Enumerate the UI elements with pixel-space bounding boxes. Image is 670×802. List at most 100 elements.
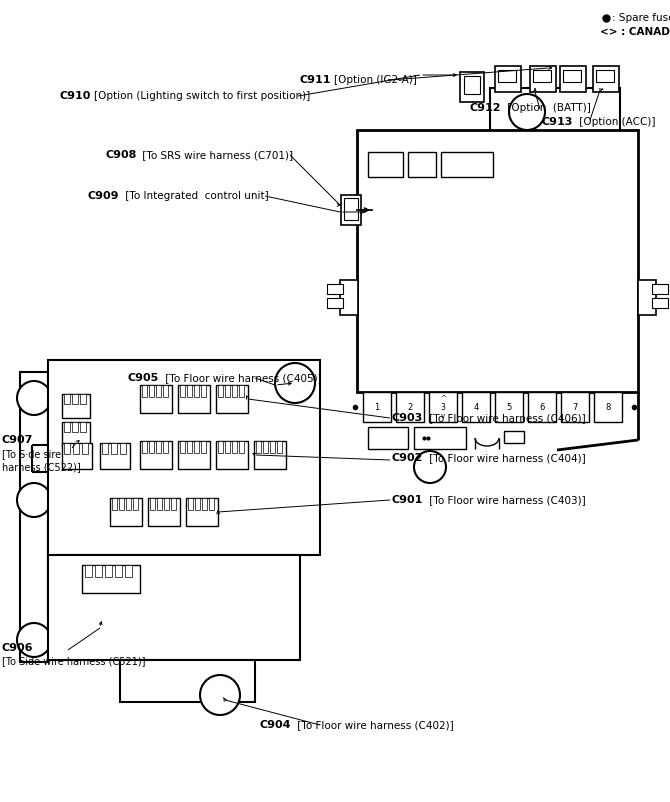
Bar	[239, 441, 244, 453]
Text: C906: C906	[2, 643, 34, 653]
Bar	[216, 385, 248, 413]
Bar	[149, 385, 154, 397]
Bar	[62, 422, 90, 446]
Bar	[201, 385, 206, 397]
Text: 3: 3	[441, 403, 446, 411]
Bar	[593, 66, 619, 92]
Text: harness (C522)]: harness (C522)]	[2, 462, 81, 472]
Bar	[638, 280, 656, 315]
Bar	[73, 443, 79, 454]
Bar	[64, 394, 70, 404]
Text: [To Floor wire harness (C402)]: [To Floor wire harness (C402)]	[294, 720, 454, 730]
Text: C912: C912	[470, 103, 502, 113]
Bar	[263, 441, 268, 453]
Text: [To Side wire harness (C521)]: [To Side wire harness (C521)]	[2, 656, 145, 666]
Circle shape	[17, 381, 51, 415]
Bar	[157, 498, 162, 510]
Text: C902: C902	[392, 453, 423, 463]
Text: C904: C904	[260, 720, 291, 730]
Text: C903: C903	[392, 413, 423, 423]
Bar	[363, 392, 391, 422]
Bar	[187, 385, 192, 397]
Bar	[368, 427, 408, 449]
Text: [Option (Lighting switch to first position)]: [Option (Lighting switch to first positi…	[94, 91, 310, 101]
Bar	[102, 443, 108, 454]
Bar	[142, 441, 147, 453]
Text: ^: ^	[440, 395, 446, 401]
Bar	[188, 498, 193, 510]
Text: 1: 1	[375, 403, 380, 411]
Bar	[239, 385, 244, 397]
Bar	[125, 565, 132, 577]
Bar	[652, 284, 668, 294]
Bar	[495, 392, 523, 422]
Text: 4: 4	[474, 403, 478, 411]
Bar	[530, 66, 556, 92]
Bar	[218, 441, 223, 453]
Bar	[82, 565, 140, 593]
Text: 2: 2	[407, 403, 413, 411]
Bar	[148, 498, 180, 526]
Text: : Spare fuse: : Spare fuse	[612, 13, 670, 23]
Bar	[100, 443, 130, 469]
Circle shape	[17, 623, 51, 657]
Bar	[156, 385, 161, 397]
Bar	[225, 385, 230, 397]
Bar	[110, 498, 142, 526]
Bar	[111, 443, 117, 454]
Text: 6: 6	[539, 403, 545, 411]
Text: C909: C909	[88, 191, 119, 201]
Bar	[186, 498, 218, 526]
Bar	[194, 385, 199, 397]
Text: C901: C901	[392, 495, 423, 505]
Bar	[225, 441, 230, 453]
Bar	[187, 441, 192, 453]
Bar	[142, 385, 147, 397]
Bar	[256, 441, 261, 453]
Bar	[48, 555, 300, 660]
Bar	[464, 76, 480, 94]
Bar	[85, 565, 92, 577]
Bar	[194, 441, 199, 453]
Bar	[112, 498, 117, 510]
Bar	[368, 152, 403, 177]
Bar	[140, 385, 172, 413]
Bar	[72, 422, 78, 432]
Bar	[82, 443, 88, 454]
Text: C905: C905	[128, 373, 159, 383]
Bar	[178, 441, 210, 469]
Bar	[460, 72, 484, 102]
Text: [Option (ACC)]: [Option (ACC)]	[576, 117, 655, 127]
Bar	[528, 392, 556, 422]
Text: [To SRS wire harness (C701)]: [To SRS wire harness (C701)]	[139, 150, 293, 160]
Text: [To Integrated  control unit]: [To Integrated control unit]	[122, 191, 269, 201]
Bar	[202, 498, 207, 510]
Text: [To Floor wire harness (C403)]: [To Floor wire harness (C403)]	[426, 495, 586, 505]
Bar	[498, 70, 516, 82]
Bar	[344, 198, 358, 220]
Text: 5: 5	[507, 403, 512, 411]
Circle shape	[509, 94, 545, 130]
Text: [Option (IG2-A)]: [Option (IG2-A)]	[334, 75, 417, 85]
Bar	[48, 360, 320, 555]
Bar	[277, 441, 282, 453]
Bar	[178, 385, 210, 413]
Bar	[120, 660, 255, 702]
Bar	[149, 441, 154, 453]
Text: 7: 7	[572, 403, 578, 411]
Bar	[490, 88, 620, 136]
Circle shape	[414, 451, 446, 483]
Bar	[652, 298, 668, 308]
Circle shape	[200, 675, 240, 715]
Bar	[218, 385, 223, 397]
Bar	[232, 441, 237, 453]
Bar	[201, 441, 206, 453]
Bar	[62, 443, 92, 469]
Bar	[396, 392, 424, 422]
Text: 8: 8	[605, 403, 610, 411]
Text: C910: C910	[60, 91, 91, 101]
Bar	[20, 372, 48, 662]
Bar	[441, 152, 493, 177]
Bar	[561, 392, 589, 422]
Text: C911: C911	[300, 75, 332, 85]
